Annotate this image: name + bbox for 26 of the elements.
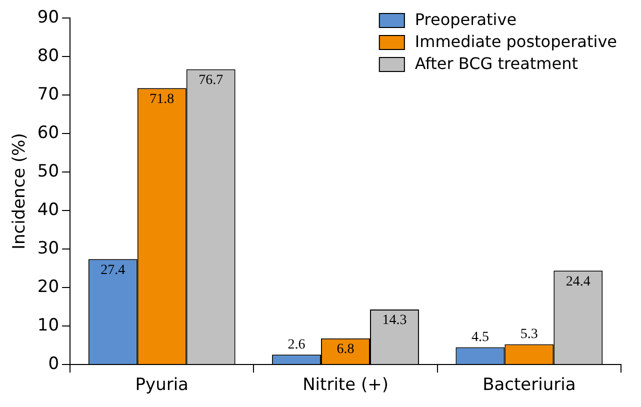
y-tick-label: 80 <box>37 46 60 66</box>
data-label: 76.7 <box>198 72 224 88</box>
data-label: 71.8 <box>150 92 174 107</box>
x-tick-label: Pyuria <box>135 375 188 396</box>
y-tick-label: 20 <box>37 277 60 297</box>
data-label: 27.4 <box>100 262 126 278</box>
y-tick-label: 40 <box>37 200 60 220</box>
y-tick-label: 60 <box>37 122 60 143</box>
legend-label: Preoperative <box>414 10 517 30</box>
data-label: 5.3 <box>520 326 538 342</box>
x-tick-label: Nitrite (+) <box>302 375 388 396</box>
y-tick-label: 30 <box>37 238 60 258</box>
y-tick-label: 0 <box>48 354 60 374</box>
x-tick-label: Bacteriuria <box>482 375 576 396</box>
y-tick-label: 50 <box>37 161 60 182</box>
y-axis-title: Incidence (%) <box>10 133 30 250</box>
data-label: 6.8 <box>336 342 354 358</box>
legend-label: Immediate postoperative <box>414 32 618 52</box>
data-label: 4.5 <box>471 330 489 345</box>
data-label: 2.6 <box>288 337 306 352</box>
y-tick-label: 10 <box>37 316 60 336</box>
data-label: 14.3 <box>382 313 407 328</box>
legend-label: After BCG treatment <box>414 54 578 74</box>
y-tick-label: 90 <box>37 7 60 28</box>
data-label: 24.4 <box>566 274 590 290</box>
y-tick-label: 70 <box>37 84 60 104</box>
